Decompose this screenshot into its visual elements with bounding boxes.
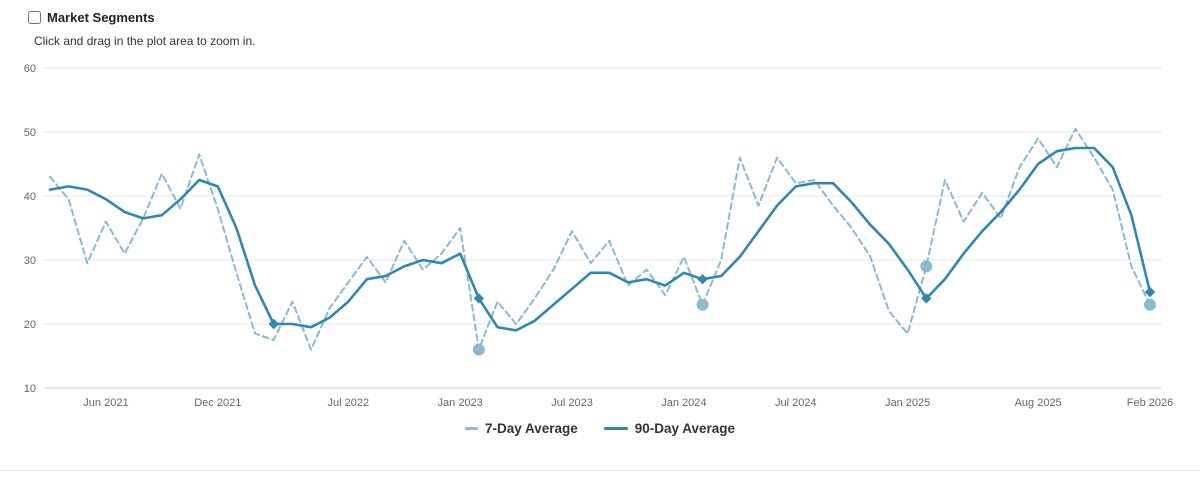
x-axis-label: Jul 2022 — [328, 397, 370, 409]
line-chart: 10 20 30 40 50 60 Jun 2021 Dec 2021 Jul 2022 Jan … — [24, 62, 1173, 409]
x-axis-label: Jun 2021 — [83, 397, 128, 409]
y-axis-label: 20 — [24, 319, 36, 331]
x-axis-label: Dec 2021 — [194, 397, 241, 409]
chart-legend: 7-Day Average 90-Day Average — [0, 421, 1200, 436]
marker-diamond-icon — [921, 293, 932, 304]
solid-line-icon — [603, 427, 628, 430]
marker-circle-icon — [696, 298, 709, 311]
legend-item-90day-average[interactable]: 90-Day Average — [603, 421, 736, 436]
marker-diamond-icon — [1144, 286, 1156, 298]
x-axis-label: Aug 2025 — [1015, 397, 1062, 409]
plot-area[interactable] — [44, 62, 1162, 394]
series-line-90day — [48, 146, 1152, 332]
y-axis-label: 60 — [24, 63, 36, 75]
marker-circle-icon — [1144, 298, 1156, 311]
gridlines: 10 20 30 40 50 60 — [24, 63, 1162, 395]
marker-circle-icon — [472, 343, 485, 356]
chart-area: 10 20 30 40 50 60 Jun 2021 Dec 2021 Jul 2022 Jan … — [0, 54, 1200, 419]
y-axis-label: 50 — [24, 127, 36, 139]
dashed-line-icon — [464, 427, 478, 430]
y-axis-label: 10 — [24, 383, 36, 395]
marker-diamond-icon — [697, 274, 708, 285]
x-axis-label: Jan 2024 — [661, 397, 706, 409]
marker-circle-icon — [920, 260, 933, 273]
bottom-divider — [0, 470, 1200, 471]
chart-header: Market Segments — [0, 0, 1200, 25]
legend-item-7day-average[interactable]: 7-Day Average — [464, 421, 578, 436]
x-axis-labels: Jun 2021 Dec 2021 Jul 2022 Jan 2023 Jul 2023… — [83, 397, 1173, 409]
y-axis-label: 40 — [24, 191, 36, 203]
chart-subtitle: Click and drag in the plot area to zoom … — [34, 34, 256, 48]
x-axis-label: Jan 2023 — [438, 397, 483, 409]
series-line-7day — [49, 127, 1151, 351]
marker-diamond-icon — [268, 318, 279, 330]
x-axis-label: Jul 2024 — [775, 397, 817, 409]
legend-label-90day: 90-Day Average — [634, 421, 736, 436]
marker-diamond-icon — [473, 293, 485, 304]
x-axis-label: Jul 2023 — [551, 397, 593, 409]
chart-header-label: Market Segments — [47, 10, 155, 25]
y-axis-label: 30 — [24, 255, 36, 267]
legend-label-7day: 7-Day Average — [484, 421, 578, 436]
x-axis-label: Jan 2025 — [885, 397, 930, 409]
x-axis-label: Feb 2026 — [1127, 397, 1173, 409]
market-segments-checkbox[interactable] — [28, 11, 41, 24]
